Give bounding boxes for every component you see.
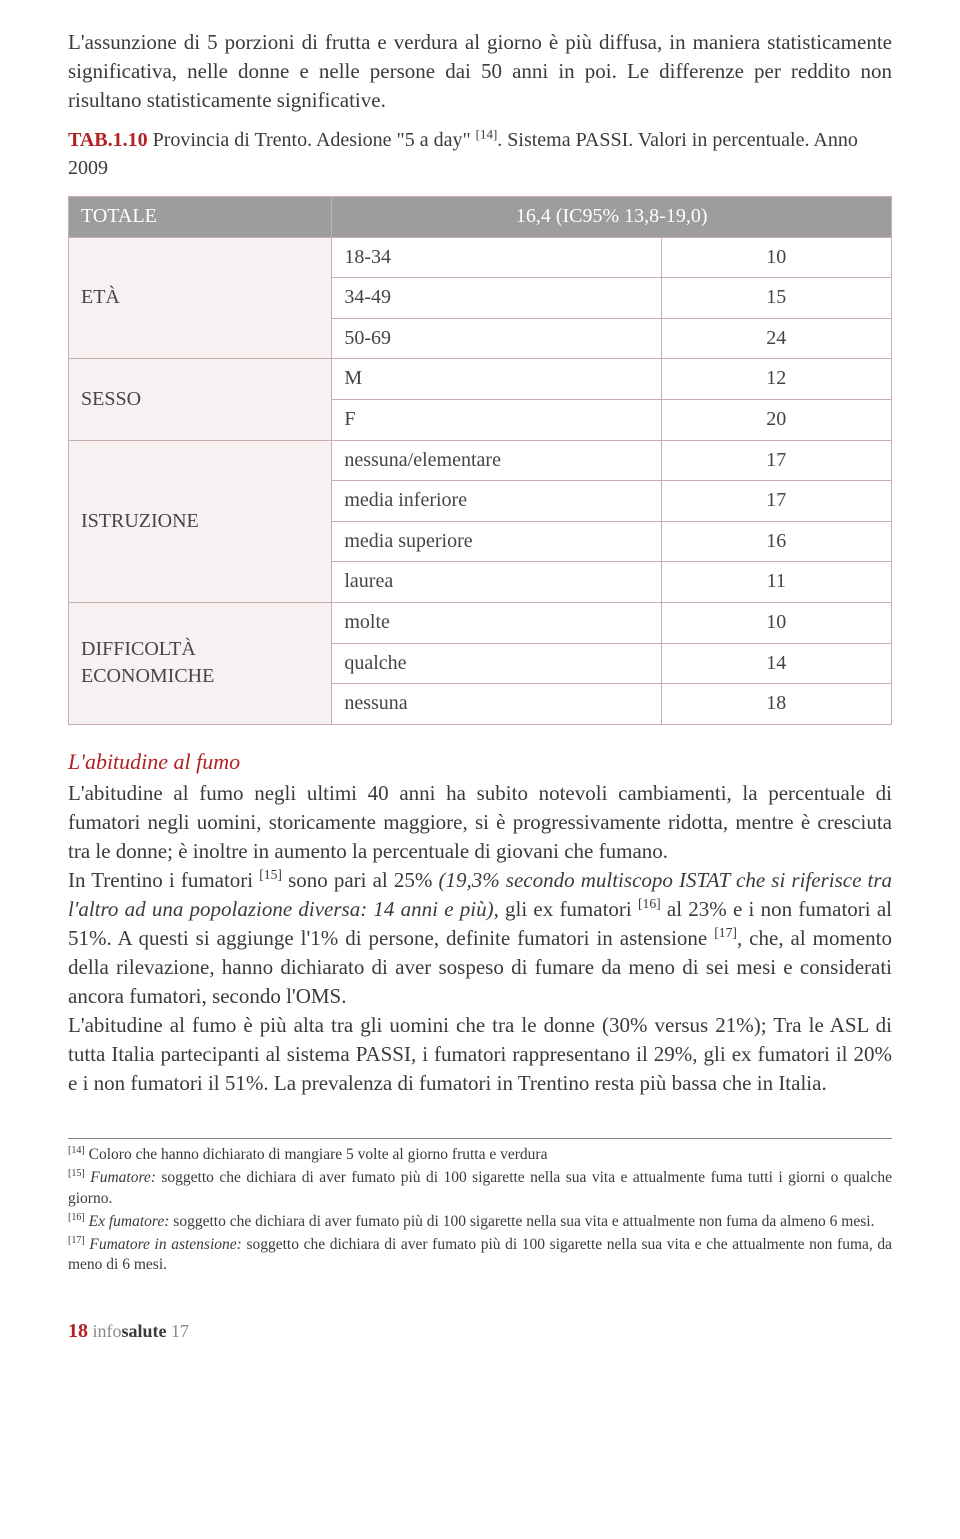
page-number: 18	[68, 1320, 88, 1342]
label-cell: media superiore	[332, 521, 661, 562]
value-cell: 10	[661, 603, 891, 644]
fn14-ref: [14]	[68, 1145, 85, 1156]
value-cell: 17	[661, 481, 891, 522]
fn16-term: Ex fumatore:	[85, 1213, 170, 1230]
p2-ref2: [16]	[638, 896, 661, 911]
issue-number: 17	[167, 1321, 190, 1341]
fn15-ref: [15]	[68, 1168, 85, 1179]
p2-ref3: [17]	[714, 925, 737, 940]
value-cell: 18	[661, 684, 891, 725]
label-cell: media inferiore	[332, 481, 661, 522]
fn17-term: Fumatore in astensione:	[85, 1236, 242, 1253]
section-paragraph-1: L'abitudine al fumo negli ultimi 40 anni…	[68, 779, 892, 866]
label-cell: M	[332, 359, 661, 400]
section-heading: L'abitudine al fumo	[68, 747, 892, 777]
value-cell: 20	[661, 400, 891, 441]
section-paragraph-2: In Trentino i fumatori [15] sono pari al…	[68, 866, 892, 1011]
table-row: ETÀ18-3410	[69, 237, 892, 278]
label-cell: laurea	[332, 562, 661, 603]
intro-paragraph: L'assunzione di 5 porzioni di frutta e v…	[68, 28, 892, 115]
p2-d: , gli ex fumatori	[494, 897, 638, 921]
fn16-body: soggetto che dichiara di aver fumato più…	[169, 1213, 874, 1230]
p2-b: sono pari al 25%	[282, 868, 438, 892]
table-caption-ref: [14]	[476, 126, 498, 141]
table-header-right: 16,4 (IC95% 13,8-19,0)	[332, 197, 892, 238]
footnote-15: [15] Fumatore: soggetto che dichiara di …	[68, 1168, 892, 1210]
group-cell: ISTRUZIONE	[69, 440, 332, 602]
group-cell: SESSO	[69, 359, 332, 440]
section-paragraph-3: L'abitudine al fumo è più alta tra gli u…	[68, 1011, 892, 1098]
label-cell: qualche	[332, 643, 661, 684]
table-caption-text: Provincia di Trento. Adesione "5 a day"	[148, 129, 476, 151]
page-footer: 18 infosalute 17	[68, 1318, 892, 1346]
data-table: TOTALE 16,4 (IC95% 13,8-19,0) ETÀ18-3410…	[68, 196, 892, 725]
footnote-16: [16] Ex fumatore: soggetto che dichiara …	[68, 1212, 892, 1233]
footnote-14: [14] Coloro che hanno dichiarato di mang…	[68, 1145, 892, 1166]
fn17-ref: [17]	[68, 1234, 85, 1245]
value-cell: 11	[661, 562, 891, 603]
footnotes: [14] Coloro che hanno dichiarato di mang…	[68, 1138, 892, 1277]
fn15-term: Fumatore:	[85, 1169, 156, 1186]
value-cell: 14	[661, 643, 891, 684]
value-cell: 10	[661, 237, 891, 278]
footnote-17: [17] Fumatore in astensione: soggetto ch…	[68, 1235, 892, 1277]
label-cell: F	[332, 400, 661, 441]
table-caption-label: TAB.1.10	[68, 129, 148, 151]
fn16-ref: [16]	[68, 1211, 85, 1222]
label-cell: molte	[332, 603, 661, 644]
brand-part-a: info	[93, 1321, 122, 1341]
table-row: ISTRUZIONEnessuna/elementare17	[69, 440, 892, 481]
value-cell: 17	[661, 440, 891, 481]
value-cell: 16	[661, 521, 891, 562]
value-cell: 12	[661, 359, 891, 400]
value-cell: 24	[661, 318, 891, 359]
group-cell: ETÀ	[69, 237, 332, 359]
brand-part-b: salute	[122, 1321, 167, 1341]
table-row: SESSOM12	[69, 359, 892, 400]
fn15-body: soggetto che dichiara di aver fumato più…	[68, 1169, 892, 1207]
group-cell: DIFFICOLTÀ ECONOMICHE	[69, 603, 332, 725]
label-cell: 34-49	[332, 278, 661, 319]
p2-ref1: [15]	[259, 867, 282, 882]
table-header-left: TOTALE	[69, 197, 332, 238]
table-row: DIFFICOLTÀ ECONOMICHEmolte10	[69, 603, 892, 644]
label-cell: nessuna	[332, 684, 661, 725]
label-cell: 18-34	[332, 237, 661, 278]
value-cell: 15	[661, 278, 891, 319]
fn14-body: Coloro che hanno dichiarato di mangiare …	[85, 1146, 548, 1163]
label-cell: nessuna/elementare	[332, 440, 661, 481]
table-caption: TAB.1.10 Provincia di Trento. Adesione "…	[68, 127, 892, 182]
label-cell: 50-69	[332, 318, 661, 359]
p2-a: In Trentino i fumatori	[68, 868, 259, 892]
